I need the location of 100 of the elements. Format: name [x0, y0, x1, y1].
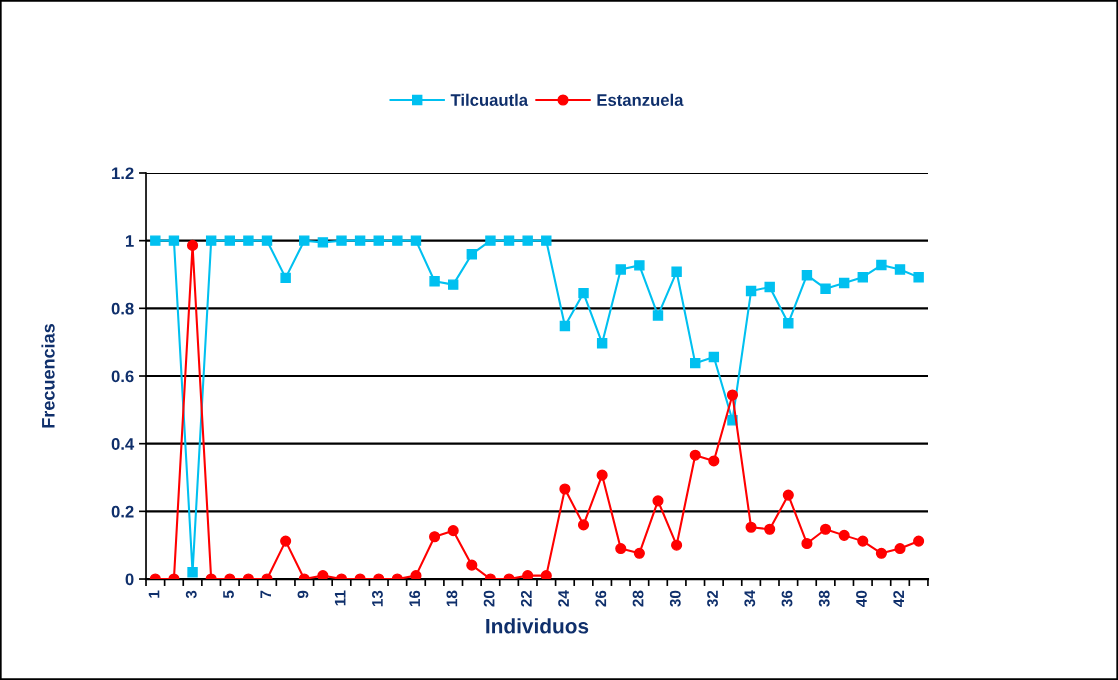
- point: [708, 351, 720, 363]
- point: [559, 320, 571, 332]
- point: [485, 235, 496, 246]
- point: [671, 539, 683, 551]
- point: [838, 277, 850, 289]
- x-tick-label: 5: [223, 590, 234, 599]
- point: [559, 483, 571, 495]
- x-tick-label: 38: [818, 590, 830, 607]
- x-tick-label: 22: [520, 590, 532, 607]
- point: [819, 523, 832, 535]
- point: [764, 281, 775, 293]
- point: [652, 310, 664, 321]
- point: [429, 276, 440, 287]
- x-tick-label: 24: [558, 590, 569, 607]
- point: [783, 318, 794, 329]
- point: [652, 495, 664, 507]
- point: [633, 547, 645, 559]
- point: [224, 235, 235, 246]
- x-tick-label: 30: [669, 590, 681, 607]
- x-tick-label: 34: [744, 590, 756, 607]
- point: [596, 469, 608, 481]
- point: [280, 272, 291, 284]
- point: [503, 235, 515, 246]
- point: [299, 235, 310, 246]
- legend-label: Estanzuela: [597, 93, 684, 106]
- point: [857, 535, 869, 547]
- x-tick-label: 36: [781, 590, 793, 607]
- point: [150, 235, 161, 246]
- point: [894, 543, 906, 555]
- point: [615, 543, 627, 555]
- point: [690, 357, 701, 369]
- x-tick-label: 13: [372, 590, 383, 607]
- point: [913, 535, 925, 547]
- x-tick-label: 9: [297, 590, 309, 599]
- x-tick-label: 3: [185, 590, 197, 599]
- point: [280, 535, 292, 547]
- point: [392, 235, 403, 246]
- x-tick-label: 28: [632, 590, 644, 607]
- point: [894, 264, 906, 275]
- y-tick-label: 1.2: [112, 167, 134, 180]
- point: [541, 235, 552, 246]
- point: [447, 525, 459, 537]
- point: [578, 287, 589, 299]
- point: [410, 570, 422, 580]
- point: [801, 537, 813, 550]
- y-tick-label: 0.4: [111, 438, 135, 450]
- point: [354, 235, 366, 246]
- x-tick-label: 11: [334, 590, 346, 606]
- x-tick-label: 18: [446, 590, 458, 607]
- point: [540, 570, 552, 580]
- point: [243, 235, 254, 246]
- x-tick-label: 7: [260, 590, 271, 598]
- y-tick-label: 0: [125, 573, 134, 586]
- point: [857, 271, 868, 283]
- point: [745, 285, 757, 297]
- point: [764, 523, 776, 535]
- point: [522, 570, 534, 580]
- point: [913, 271, 924, 283]
- point: [689, 449, 701, 461]
- point: [186, 239, 199, 251]
- y-axis-title: Frecuencias: [41, 324, 55, 428]
- point: [317, 570, 329, 580]
- point: [838, 529, 850, 541]
- point: [782, 489, 794, 501]
- point: [801, 269, 813, 281]
- point: [577, 519, 590, 531]
- point: [261, 235, 273, 246]
- y-tick-label: 0.6: [111, 370, 134, 383]
- point: [615, 264, 626, 275]
- x-tick-label: 40: [856, 590, 867, 607]
- point: [875, 547, 887, 559]
- x-tick-label: 32: [707, 590, 718, 607]
- point: [336, 235, 347, 246]
- legend-label: Tilcuautla: [450, 93, 529, 106]
- point: [634, 260, 645, 271]
- x-tick-label: 26: [595, 590, 607, 607]
- x-tick-label: 20: [483, 590, 495, 607]
- point: [317, 237, 329, 248]
- point: [708, 455, 720, 467]
- point: [168, 235, 180, 246]
- point: [596, 337, 608, 349]
- point: [671, 266, 682, 278]
- point: [429, 531, 441, 543]
- point: [876, 259, 887, 271]
- x-tick-label: 16: [409, 590, 421, 607]
- y-tick-label: 0.2: [111, 505, 134, 518]
- point: [466, 248, 478, 260]
- x-axis-title: Individuos: [486, 618, 589, 634]
- point: [410, 235, 422, 246]
- x-tick-label: 1: [148, 590, 160, 598]
- x-tick-label: 42: [893, 590, 904, 607]
- point: [187, 567, 198, 578]
- point: [205, 235, 217, 246]
- point: [745, 521, 757, 533]
- y-tick-label: 1: [125, 235, 134, 247]
- point: [466, 559, 478, 571]
- y-tick-label: 0.8: [111, 302, 134, 315]
- point: [726, 389, 739, 401]
- point: [820, 283, 831, 294]
- point: [373, 235, 384, 246]
